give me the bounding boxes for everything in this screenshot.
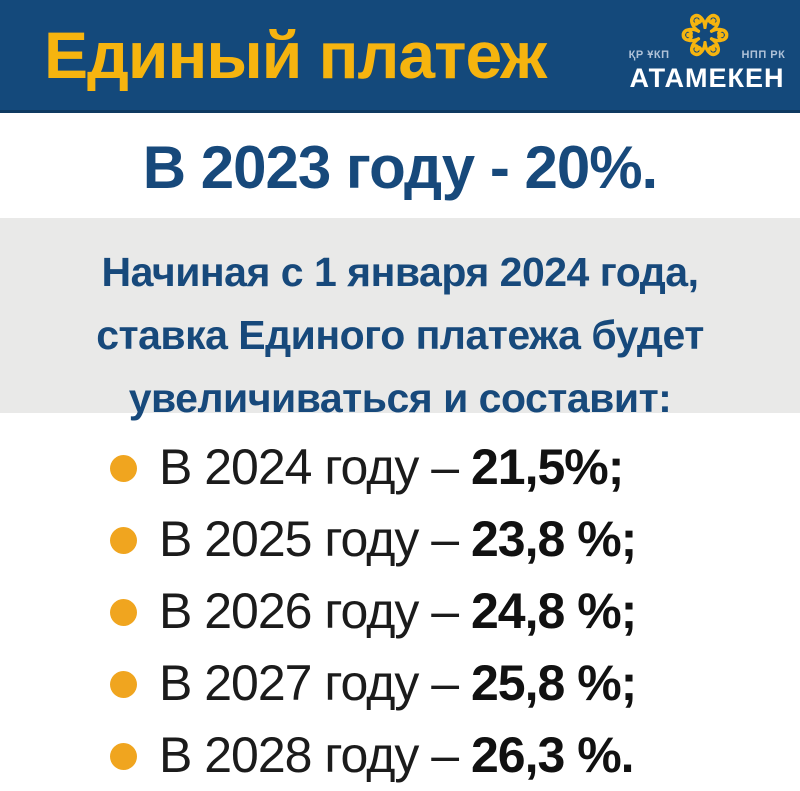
rate-item-2025: В 2025 году – 23,8 %;: [0, 503, 800, 575]
rate-label: В 2026 году –: [159, 583, 471, 639]
rate-label: В 2024 году –: [159, 439, 471, 495]
current-rate-text: В 2023 году - 20%.: [142, 133, 658, 201]
rate-item-2026: В 2026 году – 24,8 %;: [0, 575, 800, 647]
rate-label: В 2025 году –: [159, 511, 471, 567]
rate-value: 21,5%;: [470, 439, 624, 495]
rate-item-2028: В 2028 году – 26,3 %.: [0, 719, 800, 791]
kazakh-ornament-wreath-icon: [682, 13, 729, 57]
logo-top-row: ҚР ҰКП: [629, 6, 786, 64]
notice-section: Начиная с 1 января 2024 года, ставка Еди…: [0, 218, 800, 421]
atameken-logo: ҚР ҰКП: [622, 6, 792, 92]
page-title: Единый платеж: [44, 18, 547, 92]
bullet-icon: [110, 598, 137, 626]
notice-line-1: Начиная с 1 января 2024 года,: [101, 249, 700, 295]
rate-label: В 2028 году –: [159, 727, 471, 783]
rate-label: В 2027 году –: [159, 655, 471, 711]
notice-line-3: увеличиваться и составит:: [128, 375, 672, 421]
rate-value: 25,8 %;: [470, 655, 637, 711]
logo-name: АТАМЕКЕН: [629, 63, 785, 93]
bullet-icon: [110, 526, 137, 554]
logo-left-label: ҚР ҰКП: [628, 49, 670, 61]
bullet-icon: [110, 742, 137, 770]
logo-right-label: НПП РК: [741, 49, 786, 61]
header-banner: Единый платеж ҚР ҰКП: [0, 0, 800, 113]
rate-value: 26,3 %.: [470, 727, 635, 783]
rate-value: 23,8 %;: [470, 511, 637, 567]
current-rate-section: В 2023 году - 20%.: [0, 116, 800, 218]
rate-value: 24,8 %;: [470, 583, 637, 639]
bullet-icon: [110, 454, 137, 482]
notice-line-2: ставка Единого платежа будет: [96, 312, 704, 358]
rate-item-2027: В 2027 году – 25,8 %;: [0, 647, 800, 719]
rates-list: В 2024 году – 21,5%; В 2025 году – 23,8 …: [0, 413, 800, 791]
bullet-icon: [110, 670, 137, 698]
rate-item-2024: В 2024 году – 21,5%;: [0, 431, 800, 503]
